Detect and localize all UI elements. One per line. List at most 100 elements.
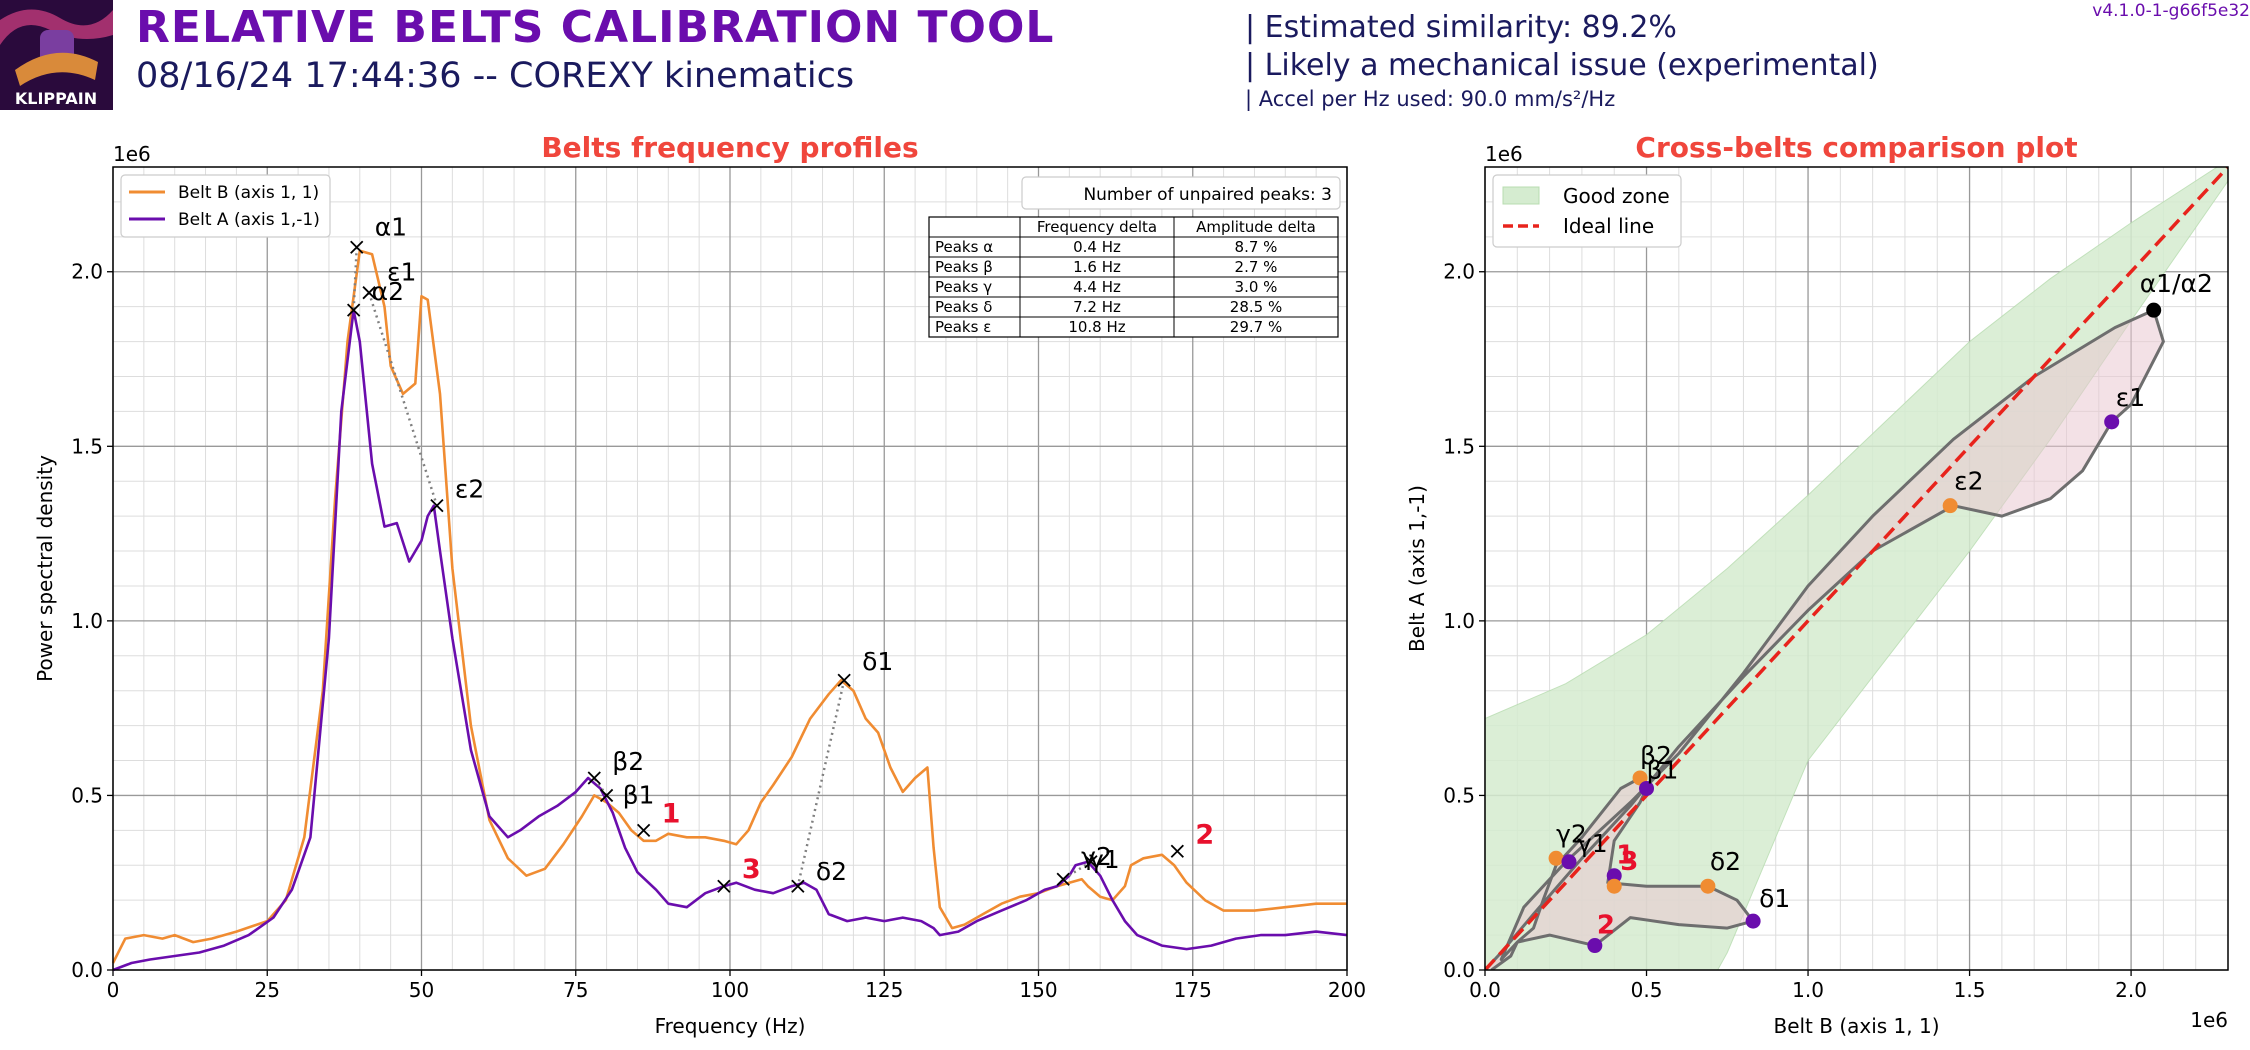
left-legend: Belt B (axis 1, 1) Belt A (axis 1,-1): [120, 174, 331, 238]
unpaired-peak-marker: [636, 823, 651, 837]
logo-swirl: [0, 9, 113, 45]
peak-marker: [1084, 855, 1098, 869]
unpaired-point-label: 1: [1616, 841, 1634, 871]
comparison-point-label: β1: [1647, 755, 1679, 784]
right-plot-content: [1485, 167, 2228, 970]
unpaired-peak-label: 2: [1195, 819, 1214, 850]
left-x-tick-label: 175: [1174, 978, 1212, 1002]
peak-marker: [587, 771, 601, 785]
comparison-point-label: α1/α2: [2140, 269, 2213, 298]
unpaired-peak-label: 3: [742, 854, 761, 885]
left-x-tick-label: 50: [409, 978, 434, 1002]
unpaired-peak-label: 1: [662, 798, 681, 829]
left-y-tick-label: 2.0: [71, 260, 103, 284]
left-axes-frame: [112, 166, 1348, 971]
table-cell: 4.4 Hz: [1073, 278, 1121, 296]
right-y-tick-label: 0.0: [1443, 958, 1475, 982]
peaks-table: Frequency delta Amplitude delta Peaks α 0.4…: [928, 216, 1339, 338]
right-x-tick-label: 1.5: [1954, 978, 1986, 1002]
comparison-point: [1561, 854, 1577, 870]
comparison-point-label: δ2: [1710, 847, 1741, 876]
ideal-line: [1485, 167, 2228, 970]
comparison-point: [1700, 878, 1716, 894]
logo-bread: [15, 52, 98, 86]
table-cell: 10.8 Hz: [1068, 318, 1125, 336]
peak-marker: [350, 240, 364, 254]
right-x-tick-label: 1.0: [1792, 978, 1824, 1002]
cross-belts-chart: Cross-belts comparison plot Belt B (axis…: [1405, 131, 2229, 1038]
right-x-axis-label: Belt B (axis 1, 1): [1773, 1014, 1939, 1038]
unpaired-point: [1606, 868, 1622, 884]
left-x-axis-label: Frequency (Hz): [655, 1014, 806, 1038]
legend-label: Belt B (axis 1, 1): [178, 183, 319, 203]
unpaired-point: [1587, 938, 1603, 954]
comparison-point: [2146, 302, 2162, 318]
table-header: Frequency delta: [1037, 218, 1157, 236]
comparison-point: [1639, 780, 1655, 796]
unpaired-peak-marker: [1170, 844, 1184, 858]
table-cell: 0.4 Hz: [1073, 238, 1121, 256]
klippain-logo: KLIPPAIN: [0, 0, 113, 110]
peak-label: δ1: [862, 647, 893, 676]
right-axes-frame: [1484, 166, 2229, 971]
comparison-point: [1548, 850, 1564, 866]
right-x-tick-label: 0.5: [1631, 978, 1663, 1002]
unpaired-peak-marker: [717, 879, 731, 893]
unpaired-point-label: 3: [1620, 847, 1638, 877]
left-x-tick-label: 25: [255, 978, 280, 1002]
accel-text: | Accel per Hz used: 90.0 mm/s²/Hz: [1245, 87, 1616, 111]
peak-label: β2: [612, 747, 644, 776]
table-cell: 1.6 Hz: [1073, 258, 1121, 276]
left-y-tick-label: 1.0: [71, 609, 103, 633]
table-cell: 7.2 Hz: [1073, 298, 1121, 316]
right-y-tick-label: 1.5: [1443, 434, 1475, 458]
left-y-axis-label: Power spectral density: [33, 455, 57, 682]
comparison-point: [2104, 414, 2120, 430]
peak-label: γ2: [1081, 842, 1112, 871]
version-label: v4.1.0-1-g66f5e32: [2092, 1, 2250, 21]
belts-frequency-chart: Frequency (Hz) Power spectral density 1e…: [33, 131, 1366, 1038]
right-x-tick-label: 2.0: [2115, 978, 2147, 1002]
peak-label: ε1: [387, 258, 416, 287]
peak-marker: [791, 879, 805, 893]
peak-label: γ1: [1089, 845, 1120, 874]
peak-label: ε2: [455, 475, 484, 504]
trace-line: [1485, 308, 2165, 970]
table-cell: 2.7 %: [1235, 258, 1278, 276]
right-y-tick-label: 2.0: [1443, 260, 1475, 284]
legend-swatch-good-zone: [1502, 186, 1540, 205]
left-x-tick-label: 125: [865, 978, 903, 1002]
unpaired-count-box: [1021, 176, 1341, 210]
unpaired-point-label: 2: [1597, 911, 1615, 941]
logo-label-band: [0, 86, 113, 110]
unpaired-count-text: Number of unpaired peaks: 3: [1083, 185, 1332, 205]
trace-area: [1485, 310, 2164, 970]
comparison-point-label: γ2: [1556, 819, 1587, 848]
logo-text: KLIPPAIN: [15, 89, 97, 108]
left-x-tick-label: 200: [1328, 978, 1366, 1002]
page-title: RELATIVE BELTS CALIBRATION TOOL: [136, 2, 1055, 53]
right-chart-title: Cross-belts comparison plot: [1635, 131, 2077, 164]
left-y-scale-label: 1e6: [113, 142, 151, 166]
peak-pair-connector: [352, 247, 358, 311]
comparison-point-label: ε1: [2116, 383, 2145, 412]
legend-label: Belt A (axis 1,-1): [178, 210, 320, 230]
left-x-tick-label: 0: [107, 978, 120, 1002]
left-y-tick-label: 0.0: [71, 958, 103, 982]
table-cell: 8.7 %: [1235, 238, 1278, 256]
right-x-scale-label: 1e6: [2190, 1008, 2228, 1032]
legend-label: Good zone: [1563, 184, 1670, 208]
peak-label: α1: [375, 212, 407, 241]
table-cell: Peaks β: [935, 258, 993, 276]
comparison-point-label: β2: [1640, 741, 1672, 770]
right-y-tick-label: 1.0: [1443, 609, 1475, 633]
right-y-tick-label: 0.5: [1443, 783, 1475, 807]
peak-pair-connector: [367, 292, 439, 507]
similarity-text: | Estimated similarity: 89.2%: [1245, 10, 1677, 45]
comparison-point-label: γ1: [1577, 829, 1608, 858]
table-header: Amplitude delta: [1196, 218, 1316, 236]
comparison-point-label: δ1: [1759, 884, 1790, 913]
left-x-tick-label: 100: [711, 978, 749, 1002]
peak-marker: [599, 788, 614, 803]
